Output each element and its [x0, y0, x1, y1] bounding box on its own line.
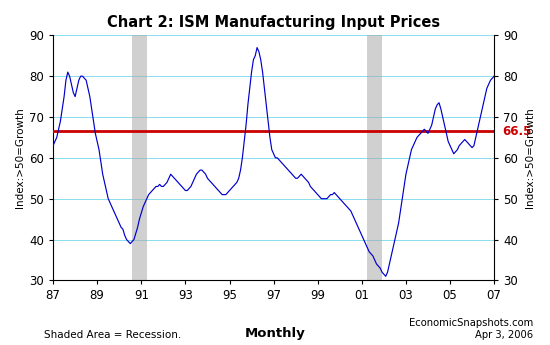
Text: Monthly: Monthly: [245, 327, 305, 340]
Text: Shaded Area = Recession.: Shaded Area = Recession.: [44, 330, 182, 340]
Bar: [367, 35, 382, 280]
Bar: [132, 35, 147, 280]
Y-axis label: Index:>50=Growth: Index:>50=Growth: [15, 108, 25, 208]
Title: Chart 2: ISM Manufacturing Input Prices: Chart 2: ISM Manufacturing Input Prices: [107, 15, 440, 30]
Text: EconomicSnapshots.com
Apr 3, 2006: EconomicSnapshots.com Apr 3, 2006: [409, 318, 534, 340]
Y-axis label: Index:>50=Growth: Index:>50=Growth: [525, 108, 535, 208]
Text: 66.5: 66.5: [503, 125, 532, 138]
